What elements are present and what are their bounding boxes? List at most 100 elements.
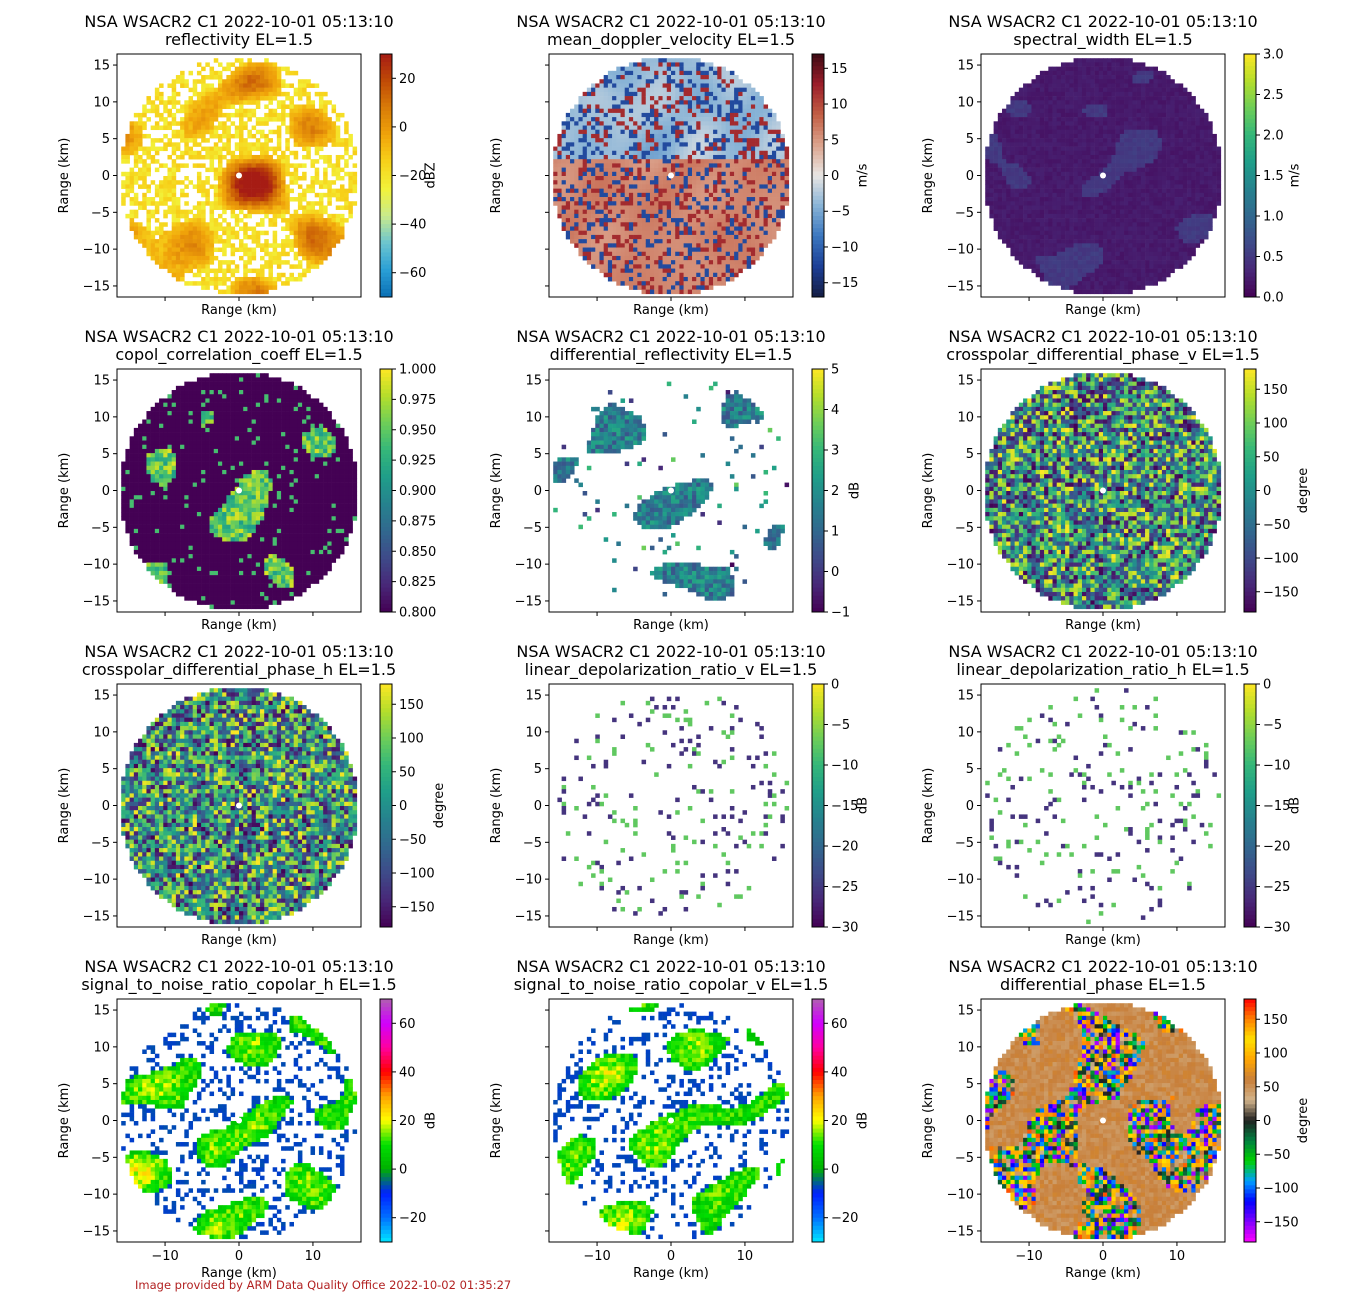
radar-cell [599,117,604,122]
radar-cell [768,159,773,164]
radar-cell [1031,130,1036,135]
radar-cell [264,231,269,236]
radar-cell [1015,176,1020,181]
radar-cell [285,155,290,160]
radar-cell [633,172,638,177]
radar-cell [155,231,160,236]
radar-cell [570,210,575,215]
radar-cell [1010,193,1015,198]
radar-cell [142,239,147,244]
radar-cell [197,117,202,122]
radar-cell [621,260,626,265]
radar-cell [747,88,752,93]
radar-cell [163,121,168,126]
radar-cell [726,83,731,88]
radar-cell [612,88,617,93]
radar-cell [734,201,739,206]
radar-cell [608,104,613,109]
radar-cell [285,189,290,194]
colorbar-segment [380,244,392,248]
radar-cell [700,130,705,135]
radar-cell [743,201,748,206]
radar-cell [294,239,299,244]
radar-cell [268,138,273,143]
radar-cell [633,130,638,135]
radar-cell [591,252,596,257]
radar-site-marker [236,173,242,179]
radar-cell [675,100,680,105]
radar-cell [205,189,210,194]
radar-cell [734,142,739,147]
radar-cell [591,142,596,147]
radar-cell [625,197,630,202]
radar-cell [344,163,349,168]
radar-cell [319,92,324,97]
radar-cell [688,126,693,131]
radar-cell [1019,172,1024,177]
radar-cell [688,172,693,177]
radar-cell [755,168,760,173]
radar-cell [688,269,693,274]
radar-cell [167,176,172,181]
radar-cell [264,83,269,88]
radar-cell [688,231,693,236]
radar-cell [176,231,181,236]
radar-cell [629,189,634,194]
radar-cell [327,193,332,198]
radar-cell [684,285,689,290]
radar-cell [159,180,164,185]
radar-cell [700,260,705,265]
radar-cell [764,239,769,244]
radar-cell [134,134,139,139]
radar-cell [696,62,701,67]
radar-cell [574,235,579,240]
radar-cell [721,239,726,244]
radar-cell [696,243,701,248]
radar-cell [323,193,328,198]
radar-cell [268,243,273,248]
radar-cell [675,62,680,67]
radar-cell [336,218,341,223]
radar-cell [562,155,567,160]
radar-cell [260,231,265,236]
radar-cell [193,130,198,135]
radar-cell [1015,121,1020,126]
radar-cell [595,260,600,265]
radar-cell [285,218,290,223]
radar-cell [268,75,273,80]
radar-cell [717,218,722,223]
radar-cell [344,201,349,206]
radar-cell [260,142,265,147]
radar-cell [726,218,731,223]
radar-cell [780,151,785,156]
radar-cell [294,218,299,223]
radar-cell [268,130,273,135]
radar-cell [616,168,621,173]
radar-cell [642,277,647,282]
radar-cell [726,235,731,240]
panel-subtitle: spectral_width EL=1.5 [1013,30,1192,50]
radar-cell [327,201,332,206]
radar-cell [281,176,286,181]
radar-cell [210,184,215,189]
radar-cell [743,226,748,231]
radar-cell [705,193,710,198]
radar-cell [256,222,261,227]
radar-cell [599,222,604,227]
radar-cell [205,92,210,97]
radar-cell [167,260,172,265]
radar-cell [243,121,248,126]
radar-cell [264,197,269,202]
radar-cell [734,138,739,143]
radar-cell [289,134,294,139]
radar-cell [264,117,269,122]
radar-cell [222,252,227,257]
radar-cell [344,130,349,135]
radar-cell [654,205,659,210]
radar-cell [302,138,307,143]
radar-cell [612,260,617,265]
radar-cell [730,197,735,202]
radar-cell [587,121,592,126]
radar-cell [633,260,638,265]
radar-cell [235,197,240,202]
